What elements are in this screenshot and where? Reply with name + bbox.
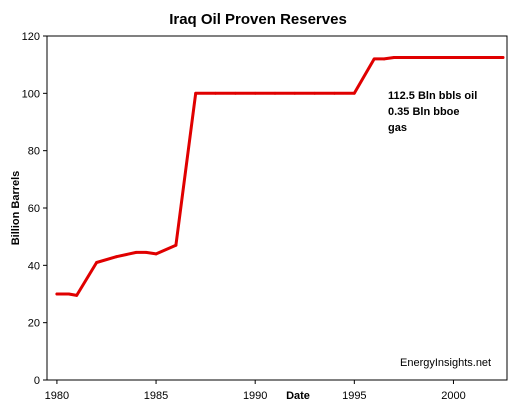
data-point bbox=[293, 91, 297, 95]
x-tick-label: 2000 bbox=[441, 390, 465, 402]
y-axis: 0 20 40 60 80 100 120 bbox=[22, 31, 47, 387]
data-point bbox=[95, 261, 98, 264]
x-tick-label: 1990 bbox=[243, 390, 267, 402]
y-tick-label: 100 bbox=[22, 88, 40, 100]
data-point bbox=[352, 91, 356, 95]
data-point bbox=[392, 56, 396, 59]
data-point bbox=[333, 91, 336, 95]
data-point bbox=[75, 294, 79, 297]
y-tick-label: 60 bbox=[28, 203, 40, 215]
data-point bbox=[471, 56, 475, 59]
data-point bbox=[67, 292, 71, 296]
x-axis: 1980 1985 1990 1995 2000 bbox=[45, 380, 466, 402]
y-tick-label: 80 bbox=[28, 146, 40, 158]
data-point bbox=[55, 292, 59, 296]
y-tick-label: 40 bbox=[28, 260, 40, 272]
annotation-line-3: gas bbox=[388, 122, 407, 134]
data-point bbox=[253, 91, 257, 95]
chart-title: Iraq Oil Proven Reserves bbox=[169, 11, 347, 28]
x-tick-label: 1980 bbox=[45, 390, 69, 402]
y-tick-label: 0 bbox=[34, 375, 40, 387]
data-point bbox=[273, 91, 277, 95]
y-axis-label: Billion Barrels bbox=[10, 171, 22, 246]
data-point bbox=[432, 56, 435, 59]
data-point bbox=[382, 57, 386, 61]
series-points bbox=[55, 56, 505, 297]
y-tick-label: 120 bbox=[22, 31, 40, 43]
data-point bbox=[491, 56, 495, 59]
data-point bbox=[452, 56, 455, 59]
data-point bbox=[313, 91, 317, 95]
annotation: 112.5 Bln bbls oil 0.35 Bln bboe gas bbox=[388, 90, 480, 134]
data-point bbox=[174, 243, 178, 247]
x-tick-label: 1995 bbox=[342, 390, 366, 402]
data-point bbox=[372, 57, 376, 61]
data-point bbox=[234, 91, 237, 95]
data-point bbox=[412, 56, 416, 59]
x-axis-label: Date bbox=[286, 390, 310, 402]
annotation-line-1: 112.5 Bln bbls oil bbox=[388, 90, 477, 102]
data-point bbox=[154, 252, 158, 256]
data-point bbox=[134, 251, 138, 254]
y-tick-label: 20 bbox=[28, 318, 40, 330]
data-point bbox=[214, 91, 217, 95]
annotation-line-2: 0.35 Bln bboe bbox=[388, 106, 460, 118]
credit-text: EnergyInsights.net bbox=[400, 357, 491, 369]
plot-area bbox=[46, 35, 508, 381]
data-point bbox=[115, 255, 118, 259]
data-point bbox=[144, 251, 148, 254]
data-point bbox=[501, 56, 505, 59]
x-tick-label: 1985 bbox=[144, 390, 168, 402]
data-point bbox=[194, 91, 198, 95]
